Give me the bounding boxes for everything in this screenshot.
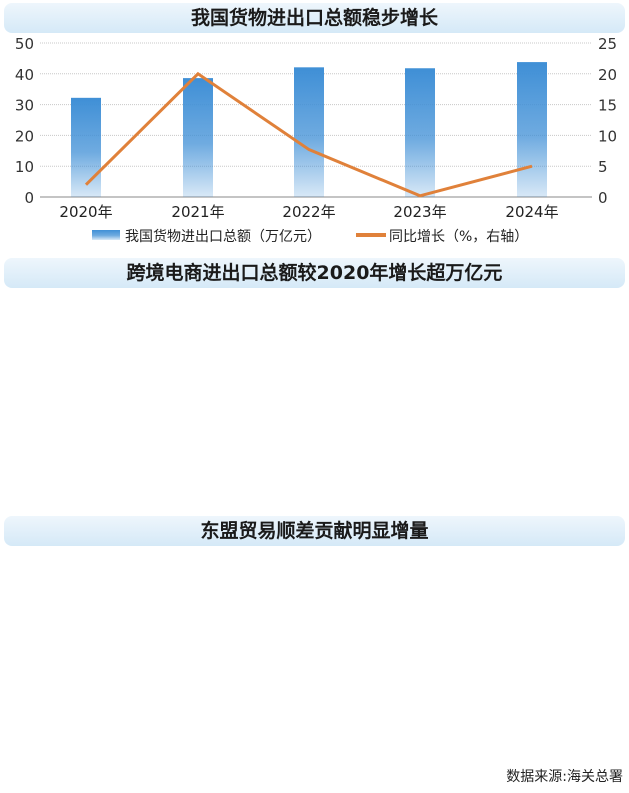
bar-2020年 bbox=[71, 97, 101, 197]
y2-tick-label: 0 bbox=[598, 189, 608, 207]
legend-swatch-bar bbox=[92, 230, 120, 240]
y2-tick-label: 5 bbox=[598, 158, 608, 176]
y-tick-label: 40 bbox=[15, 66, 34, 84]
y-tick-label: 50 bbox=[15, 35, 34, 53]
x-tick-label: 2020年 bbox=[59, 203, 112, 221]
data-source: 数据来源:海关总署 bbox=[506, 769, 623, 785]
chart-1-goods-trade: 0 10 20 30 40 50 0 5 10 15 20 25 2020年 2021年 2022年 2023… bbox=[15, 35, 617, 245]
bar-2021年 bbox=[183, 78, 213, 197]
bar-2022年 bbox=[294, 67, 324, 197]
y2-tick-label: 25 bbox=[598, 35, 617, 53]
y2-tick-label: 15 bbox=[598, 97, 617, 115]
chart-1-title: 我国货物进出口总额稳步增长 bbox=[4, 3, 625, 33]
chart-2-title: 跨境电商进出口总额较2020年增长超万亿元 bbox=[4, 258, 625, 288]
bar-2023年 bbox=[405, 68, 435, 197]
x-tick-label: 2023年 bbox=[393, 203, 446, 221]
x-tick-label: 2021年 bbox=[171, 203, 224, 221]
chart-3-asean-surplus: 02000400060008000100000481216202020年2021… bbox=[0, 0, 629, 270]
y-tick-label: 30 bbox=[15, 97, 34, 115]
legend-label: 同比增长（%，右轴） bbox=[389, 229, 528, 245]
y-tick-label: 10 bbox=[15, 158, 34, 176]
legend-label: 我国货物进出口总额（万亿元） bbox=[125, 228, 321, 245]
y-tick-label: 0 bbox=[24, 189, 34, 207]
x-tick-label: 2022年 bbox=[282, 203, 335, 221]
y-tick-label: 20 bbox=[15, 127, 34, 145]
x-tick-label: 2024年 bbox=[505, 203, 558, 221]
bar-2024年 bbox=[517, 62, 547, 197]
y2-tick-label: 10 bbox=[598, 127, 617, 145]
chart-3-title: 东盟贸易顺差贡献明显增量 bbox=[4, 516, 625, 546]
y2-tick-label: 20 bbox=[598, 66, 617, 84]
